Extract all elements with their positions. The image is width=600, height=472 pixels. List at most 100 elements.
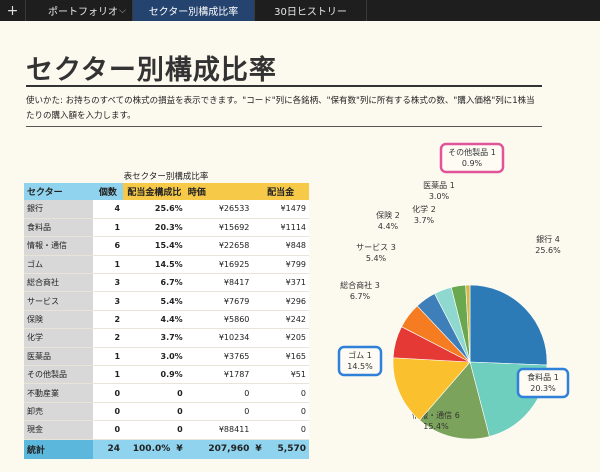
cell-value[interactable]: ¥22658 bbox=[185, 236, 253, 256]
tab-sector-ratio[interactable]: セクター別構成比率 bbox=[133, 0, 255, 21]
header-dividend[interactable]: 配当金 bbox=[252, 183, 309, 200]
cell-count[interactable]: 3 bbox=[92, 291, 124, 311]
pie-slice[interactable] bbox=[465, 284, 471, 363]
cell-ratio[interactable]: 0.9% bbox=[123, 365, 186, 385]
cell-ratio[interactable]: 14.5% bbox=[123, 255, 186, 275]
cell-value[interactable]: ¥3765 bbox=[185, 347, 253, 367]
cell-value[interactable]: ¥1787 bbox=[185, 365, 253, 385]
header-sector[interactable]: セクター bbox=[24, 183, 93, 200]
sector-pie-chart[interactable]: 銀行 4 25.6% 食料品 1 20.3% 情報・通信 6 15.4% ゴム 1 14.5%… bbox=[330, 130, 600, 472]
slice-value-label: 6.7% bbox=[350, 292, 371, 301]
cell-div[interactable]: ¥1479 bbox=[252, 200, 309, 219]
tab-history-label: 30日ヒストリー bbox=[274, 7, 347, 18]
title-divider bbox=[26, 85, 542, 87]
cell-ratio[interactable]: 3.0% bbox=[123, 347, 186, 367]
total-ratio-value: 100.0% bbox=[132, 444, 171, 455]
tab-portfolio[interactable]: ポートフォリオ ⌵ bbox=[26, 0, 133, 21]
cell-div[interactable]: ¥296 bbox=[252, 291, 309, 311]
cell-div[interactable]: ¥1114 bbox=[252, 218, 309, 238]
slice-value-label: 0.9% bbox=[462, 159, 483, 168]
slice-label: サービス 3 bbox=[356, 243, 396, 252]
cell-sector[interactable]: ゴム bbox=[24, 255, 93, 275]
cell-div[interactable]: 0 bbox=[252, 402, 309, 422]
cell-count[interactable]: 2 bbox=[92, 310, 124, 330]
table-row: 食料品 1 20.3% ¥15692 ¥1114 bbox=[24, 218, 309, 238]
table-row: 情報・通信 6 15.4% ¥22658 ¥848 bbox=[24, 236, 309, 256]
cell-div[interactable]: ¥799 bbox=[252, 255, 309, 275]
cell-ratio[interactable]: 15.4% bbox=[123, 236, 186, 256]
tab-30day-history[interactable]: 30日ヒストリー bbox=[255, 0, 367, 21]
slice-value-label: 3.0% bbox=[429, 192, 450, 201]
cell-sector[interactable]: 現金 bbox=[24, 420, 93, 440]
cell-div[interactable]: ¥165 bbox=[252, 347, 309, 367]
cell-div[interactable]: ¥371 bbox=[252, 273, 309, 293]
cell-value[interactable]: ¥26533 bbox=[185, 200, 253, 219]
cell-sector[interactable]: 食料品 bbox=[24, 218, 93, 238]
cell-value[interactable]: ¥16925 bbox=[185, 255, 253, 275]
cell-sector[interactable]: サービス bbox=[24, 291, 93, 311]
cell-div[interactable]: ¥848 bbox=[252, 236, 309, 256]
cell-count[interactable]: 1 bbox=[92, 218, 124, 238]
slice-value-label: 5.4% bbox=[366, 254, 387, 263]
cell-count[interactable]: 1 bbox=[92, 347, 124, 367]
cell-value[interactable]: ¥15692 bbox=[185, 218, 253, 238]
total-count[interactable]: 24 bbox=[92, 439, 124, 460]
cell-value[interactable]: ¥5860 bbox=[185, 310, 253, 330]
cell-sector[interactable]: 卸売 bbox=[24, 402, 93, 422]
cell-count[interactable]: 3 bbox=[92, 273, 124, 293]
cell-sector[interactable]: 医薬品 bbox=[24, 347, 93, 367]
pie-slice[interactable] bbox=[419, 361, 490, 440]
slice-value-label: 15.4% bbox=[423, 422, 449, 431]
cell-ratio[interactable]: 25.6% bbox=[123, 200, 186, 219]
cell-value[interactable]: ¥88411 bbox=[185, 420, 253, 440]
cell-sector[interactable]: 化学 bbox=[24, 328, 93, 348]
total-ratio[interactable]: 100.0% ¥ bbox=[123, 439, 186, 460]
cell-value[interactable]: ¥8417 bbox=[185, 273, 253, 293]
total-dividend[interactable]: ¥ 5,570 bbox=[252, 439, 309, 460]
chevron-down-icon[interactable]: ⌵ bbox=[119, 5, 126, 16]
cell-div[interactable]: 0 bbox=[252, 383, 309, 403]
cell-count[interactable]: 4 bbox=[92, 200, 124, 219]
header-ratio[interactable]: 配当金構成比 bbox=[123, 183, 186, 200]
cell-ratio[interactable]: 0 bbox=[123, 383, 186, 403]
cell-ratio[interactable]: 5.4% bbox=[123, 291, 186, 311]
pie-slice[interactable] bbox=[392, 357, 471, 421]
cell-count[interactable]: 0 bbox=[92, 420, 124, 440]
cell-div[interactable]: ¥242 bbox=[252, 310, 309, 330]
cell-div[interactable]: ¥205 bbox=[252, 328, 309, 348]
table-body: 銀行 4 25.6% ¥26533 ¥1479 食料品 1 20.3% ¥15692 ¥1114 情… bbox=[24, 200, 309, 440]
total-value[interactable]: 207,960 bbox=[185, 439, 253, 460]
cell-ratio[interactable]: 0 bbox=[123, 402, 186, 422]
cell-ratio[interactable]: 3.7% bbox=[123, 328, 186, 348]
cell-div[interactable]: ¥51 bbox=[252, 365, 309, 385]
instructions-text: 使いかた: お持ちのすべての株式の損益を表示できます。"コード"列に各銘柄、"保… bbox=[26, 96, 535, 121]
cell-count[interactable]: 1 bbox=[92, 255, 124, 275]
cell-ratio[interactable]: 4.4% bbox=[123, 310, 186, 330]
cell-ratio[interactable]: 20.3% bbox=[123, 218, 186, 238]
cell-sector[interactable]: 総合商社 bbox=[24, 273, 93, 293]
cell-value[interactable]: 0 bbox=[185, 402, 253, 422]
cell-count[interactable]: 2 bbox=[92, 328, 124, 348]
cell-div[interactable]: 0 bbox=[252, 420, 309, 440]
cell-sector[interactable]: 保険 bbox=[24, 310, 93, 330]
table-row: 総合商社 3 6.7% ¥8417 ¥371 bbox=[24, 273, 309, 293]
cell-sector[interactable]: 不動産業 bbox=[24, 383, 93, 403]
cell-ratio[interactable]: 0 bbox=[123, 420, 186, 440]
cell-count[interactable]: 6 bbox=[92, 236, 124, 256]
cell-value[interactable]: ¥7679 bbox=[185, 291, 253, 311]
cell-value[interactable]: 0 bbox=[185, 383, 253, 403]
header-value[interactable]: 時価 bbox=[185, 183, 253, 200]
add-sheet-button[interactable]: + bbox=[0, 0, 26, 21]
cell-count[interactable]: 0 bbox=[92, 383, 124, 403]
cell-sector[interactable]: その他製品 bbox=[24, 365, 93, 385]
cell-sector[interactable]: 情報・通信 bbox=[24, 236, 93, 256]
cell-sector[interactable]: 銀行 bbox=[24, 200, 93, 219]
cell-value[interactable]: ¥10234 bbox=[185, 328, 253, 348]
cell-count[interactable]: 0 bbox=[92, 402, 124, 422]
total-label[interactable]: 統計 bbox=[24, 439, 93, 460]
cell-count[interactable]: 1 bbox=[92, 365, 124, 385]
pie-slice[interactable] bbox=[469, 284, 548, 366]
cell-ratio[interactable]: 6.7% bbox=[123, 273, 186, 293]
table-row: 化学 2 3.7% ¥10234 ¥205 bbox=[24, 328, 309, 348]
header-count[interactable]: 個数 bbox=[92, 183, 124, 200]
